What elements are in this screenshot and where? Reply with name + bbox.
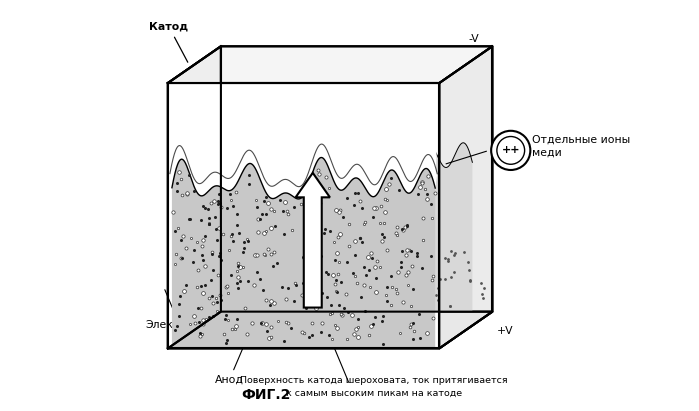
Text: +V: +V: [496, 326, 513, 336]
Text: Поверхность катода шероховата, ток притягивается: Поверхность катода шероховата, ток притя…: [240, 376, 507, 385]
Polygon shape: [172, 157, 435, 349]
Polygon shape: [168, 46, 492, 83]
Polygon shape: [168, 46, 221, 349]
Text: -V: -V: [468, 34, 480, 44]
Polygon shape: [170, 144, 438, 199]
Polygon shape: [168, 312, 492, 349]
Polygon shape: [439, 46, 492, 349]
Polygon shape: [296, 173, 330, 307]
Text: ++: ++: [501, 145, 520, 155]
Text: Катод: Катод: [150, 22, 189, 62]
Text: Электролит: Электролит: [145, 290, 214, 330]
Circle shape: [491, 131, 531, 170]
Polygon shape: [168, 83, 439, 349]
Polygon shape: [168, 83, 439, 199]
Polygon shape: [168, 83, 439, 349]
Text: Анод: Анод: [215, 340, 246, 385]
Text: ФИГ.2: ФИГ.2: [241, 388, 291, 402]
Text: Отдельные ионы
меди: Отдельные ионы меди: [533, 135, 630, 158]
Polygon shape: [221, 132, 473, 312]
Text: к самым высоким пикам на катоде: к самым высоким пикам на катоде: [286, 389, 462, 398]
